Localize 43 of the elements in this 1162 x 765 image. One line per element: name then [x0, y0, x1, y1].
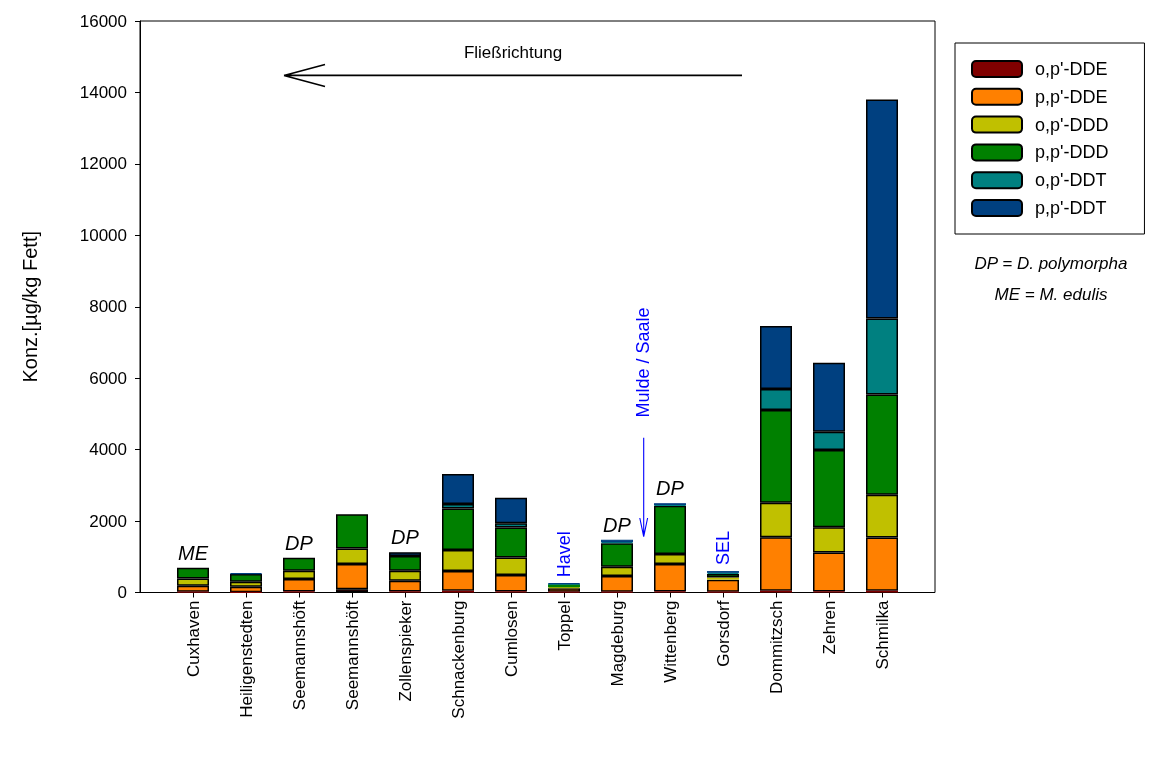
annotation: DP [656, 477, 685, 500]
text: DP = D. polymorpha [974, 253, 1128, 273]
legend-label: p,p'-DDT [1035, 198, 1107, 218]
legend-label: p,p'-DDE [1035, 86, 1108, 107]
x-tick-label: Zollenspieker [395, 600, 415, 702]
legend-label: o,p'-DDT [1035, 170, 1107, 191]
x-tick-label: Gorsdorf [713, 600, 733, 667]
x-tick-label: Toppel [554, 600, 574, 651]
x-tick-label: Dommitzsch [766, 600, 786, 695]
text: ME = M. edulis [994, 284, 1108, 304]
annotation: Havel [554, 531, 574, 578]
x-tick-label: Wittenberg [660, 600, 680, 683]
x-tick-label: Seemannshöft [289, 600, 309, 711]
y-tick-label: 8000 [89, 297, 127, 317]
annotation: Fließrichtung [463, 42, 563, 62]
x-tick-label: Schnackenburg [448, 600, 468, 719]
y-tick-label: 4000 [89, 440, 127, 460]
x-tick-label: Zehren [819, 600, 839, 655]
y-tick-label: 0 [117, 583, 127, 602]
annotation: SEL [713, 531, 733, 566]
annotation: Mulde / Saale [632, 307, 653, 418]
x-tick-label: Magdeburg [607, 600, 627, 687]
legend-label: o,p'-DDD [1035, 114, 1109, 135]
x-tick-label: Cuxhaven [183, 600, 203, 678]
y-tick-label: 2000 [89, 511, 127, 531]
x-tick-label: Heiligenstedten [236, 600, 256, 718]
y-tick-label: 14000 [79, 82, 127, 102]
annotation: DP [391, 526, 420, 549]
y-tick-label: 12000 [79, 154, 127, 174]
y-axis-title: Konz.[µg/kg Fett] [19, 230, 41, 383]
legend-label: o,p'-DDE [1035, 59, 1108, 79]
bar [707, 579, 739, 592]
bar [495, 497, 527, 524]
y-tick-label: 6000 [89, 368, 127, 388]
x-tick-label: Seemannshöft [342, 600, 362, 711]
x-tick-label: Schmilka [872, 599, 892, 670]
legend-label: p,p'-DDD [1035, 142, 1109, 163]
annotation: DP [603, 513, 632, 536]
x-tick-label: Cumlosen [501, 600, 521, 678]
y-tick-label: 16000 [79, 11, 127, 31]
annotation: ME [178, 541, 209, 564]
y-tick-label: 10000 [79, 225, 127, 245]
annotation: DP [285, 532, 314, 555]
